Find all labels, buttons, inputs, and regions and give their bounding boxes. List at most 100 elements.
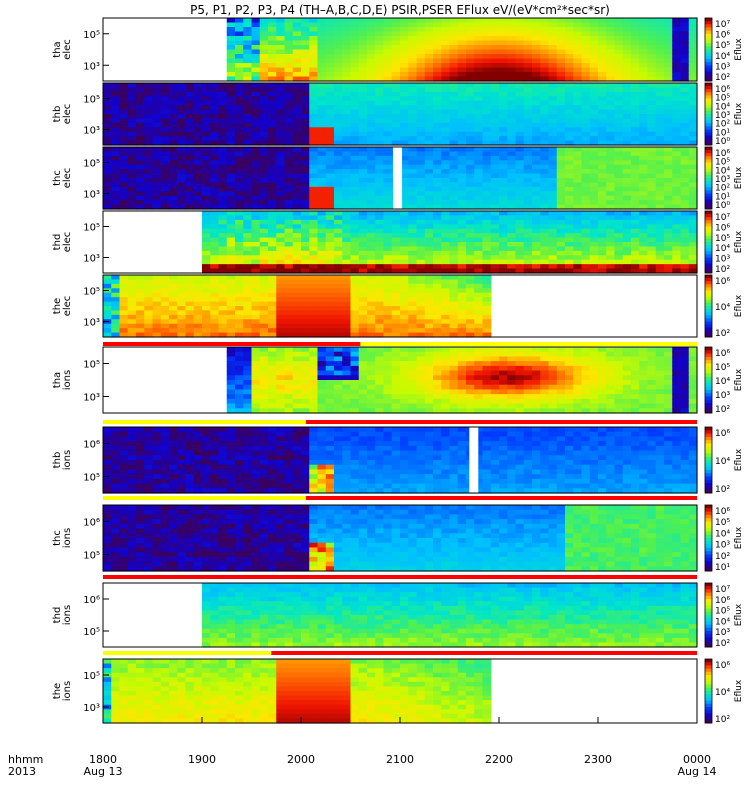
heatmap-cell xyxy=(243,279,252,284)
heatmap-cell xyxy=(565,215,574,220)
heatmap-cell xyxy=(573,32,582,37)
colorbar-label: Eflux xyxy=(734,294,744,317)
heatmap-cell xyxy=(689,87,698,92)
colorbar-cell xyxy=(705,178,712,182)
heatmap-cell xyxy=(252,324,261,329)
heatmap-cell xyxy=(532,160,541,165)
heatmap-cell xyxy=(557,59,566,64)
heatmap-cell xyxy=(252,147,261,152)
heatmap-cell xyxy=(615,200,624,205)
heatmap-cell xyxy=(606,196,615,201)
colorbar-tick-label: 10⁴ xyxy=(715,303,730,313)
heatmap-cell xyxy=(202,165,211,170)
heatmap-cell xyxy=(384,110,393,115)
heatmap-cell xyxy=(384,101,393,106)
heatmap-cell xyxy=(417,96,426,101)
heatmap-cell xyxy=(392,105,401,110)
heatmap-cell xyxy=(252,160,261,165)
heatmap-cell xyxy=(516,196,525,201)
heatmap-cell xyxy=(359,136,368,141)
heatmap-cell xyxy=(144,87,153,92)
heatmap-cell xyxy=(400,315,409,320)
heatmap-cell xyxy=(367,191,376,196)
heatmap-cell xyxy=(392,68,401,73)
heatmap-cell xyxy=(334,284,343,289)
heatmap-cell xyxy=(301,352,310,357)
heatmap-cell xyxy=(598,127,607,132)
heatmap-cell xyxy=(260,50,269,55)
heatmap-cell xyxy=(565,233,574,238)
heatmap-cell xyxy=(565,132,574,137)
heatmap-cell xyxy=(433,220,442,225)
heatmap-cell xyxy=(664,260,673,265)
heatmap-cell xyxy=(169,165,178,170)
heatmap-cell xyxy=(631,27,640,32)
heatmap-cell xyxy=(491,389,500,394)
heatmap-cell xyxy=(664,187,673,192)
heatmap-cell xyxy=(408,105,417,110)
heatmap-cell xyxy=(466,27,475,32)
heatmap-cell xyxy=(417,36,426,41)
heatmap-cell xyxy=(400,45,409,50)
heatmap-cell xyxy=(334,18,343,23)
heatmap-cell xyxy=(664,41,673,46)
heatmap-cell xyxy=(491,36,500,41)
heatmap-cell xyxy=(351,251,360,256)
heatmap-cell xyxy=(252,347,261,352)
heatmap-cell xyxy=(128,160,137,165)
heatmap-cell xyxy=(359,23,368,28)
heatmap-cell xyxy=(656,178,665,183)
heatmap-cell xyxy=(210,105,219,110)
heatmap-cell xyxy=(120,288,129,293)
heatmap-cell xyxy=(161,178,170,183)
heatmap-cell xyxy=(441,288,450,293)
heatmap-cell xyxy=(516,83,525,88)
heatmap-cell xyxy=(384,105,393,110)
heatmap-cell xyxy=(169,96,178,101)
heatmap-cell xyxy=(491,41,500,46)
heatmap-cell xyxy=(499,32,508,37)
heatmap-cell xyxy=(318,156,327,161)
heatmap-cell xyxy=(367,169,376,174)
heatmap-cell xyxy=(334,389,343,394)
heatmap-cell xyxy=(441,394,450,399)
heatmap-cell xyxy=(499,200,508,205)
heatmap-cell xyxy=(458,63,467,68)
heatmap-cell xyxy=(516,136,525,141)
heatmap-cell xyxy=(458,399,467,404)
heatmap-cell xyxy=(466,394,475,399)
heatmap-cell xyxy=(276,200,285,205)
heatmap-cell xyxy=(648,156,657,161)
heatmap-cell xyxy=(359,174,368,179)
heatmap-cell xyxy=(293,151,302,156)
heatmap-cell xyxy=(417,328,426,333)
heatmap-cell xyxy=(507,242,516,247)
heatmap-cell xyxy=(111,284,120,289)
heatmap-cell xyxy=(664,211,673,216)
heatmap-cell xyxy=(359,160,368,165)
heatmap-cell xyxy=(425,191,434,196)
heatmap-cell xyxy=(120,310,129,315)
colorbar-cell xyxy=(705,62,712,66)
heatmap-cell xyxy=(400,284,409,289)
heatmap-cell xyxy=(202,288,211,293)
heatmap-cell xyxy=(326,224,335,229)
heatmap-cell xyxy=(639,114,648,119)
heatmap-cell xyxy=(664,32,673,37)
heatmap-cell xyxy=(458,246,467,251)
colorbar-cell xyxy=(705,303,712,307)
heatmap-cell xyxy=(590,63,599,68)
heatmap-cell xyxy=(417,83,426,88)
heatmap-cell xyxy=(367,328,376,333)
heatmap-cell xyxy=(689,114,698,119)
heatmap-cell xyxy=(499,123,508,128)
heatmap-cell xyxy=(623,174,632,179)
heatmap-cell xyxy=(458,136,467,141)
heatmap-cell xyxy=(219,306,228,311)
heatmap-cell xyxy=(540,165,549,170)
heatmap-cell xyxy=(334,264,343,269)
heatmap-cell xyxy=(153,178,162,183)
heatmap-cell xyxy=(491,72,500,77)
heatmap-cell xyxy=(301,156,310,161)
heatmap-cell xyxy=(524,215,533,220)
